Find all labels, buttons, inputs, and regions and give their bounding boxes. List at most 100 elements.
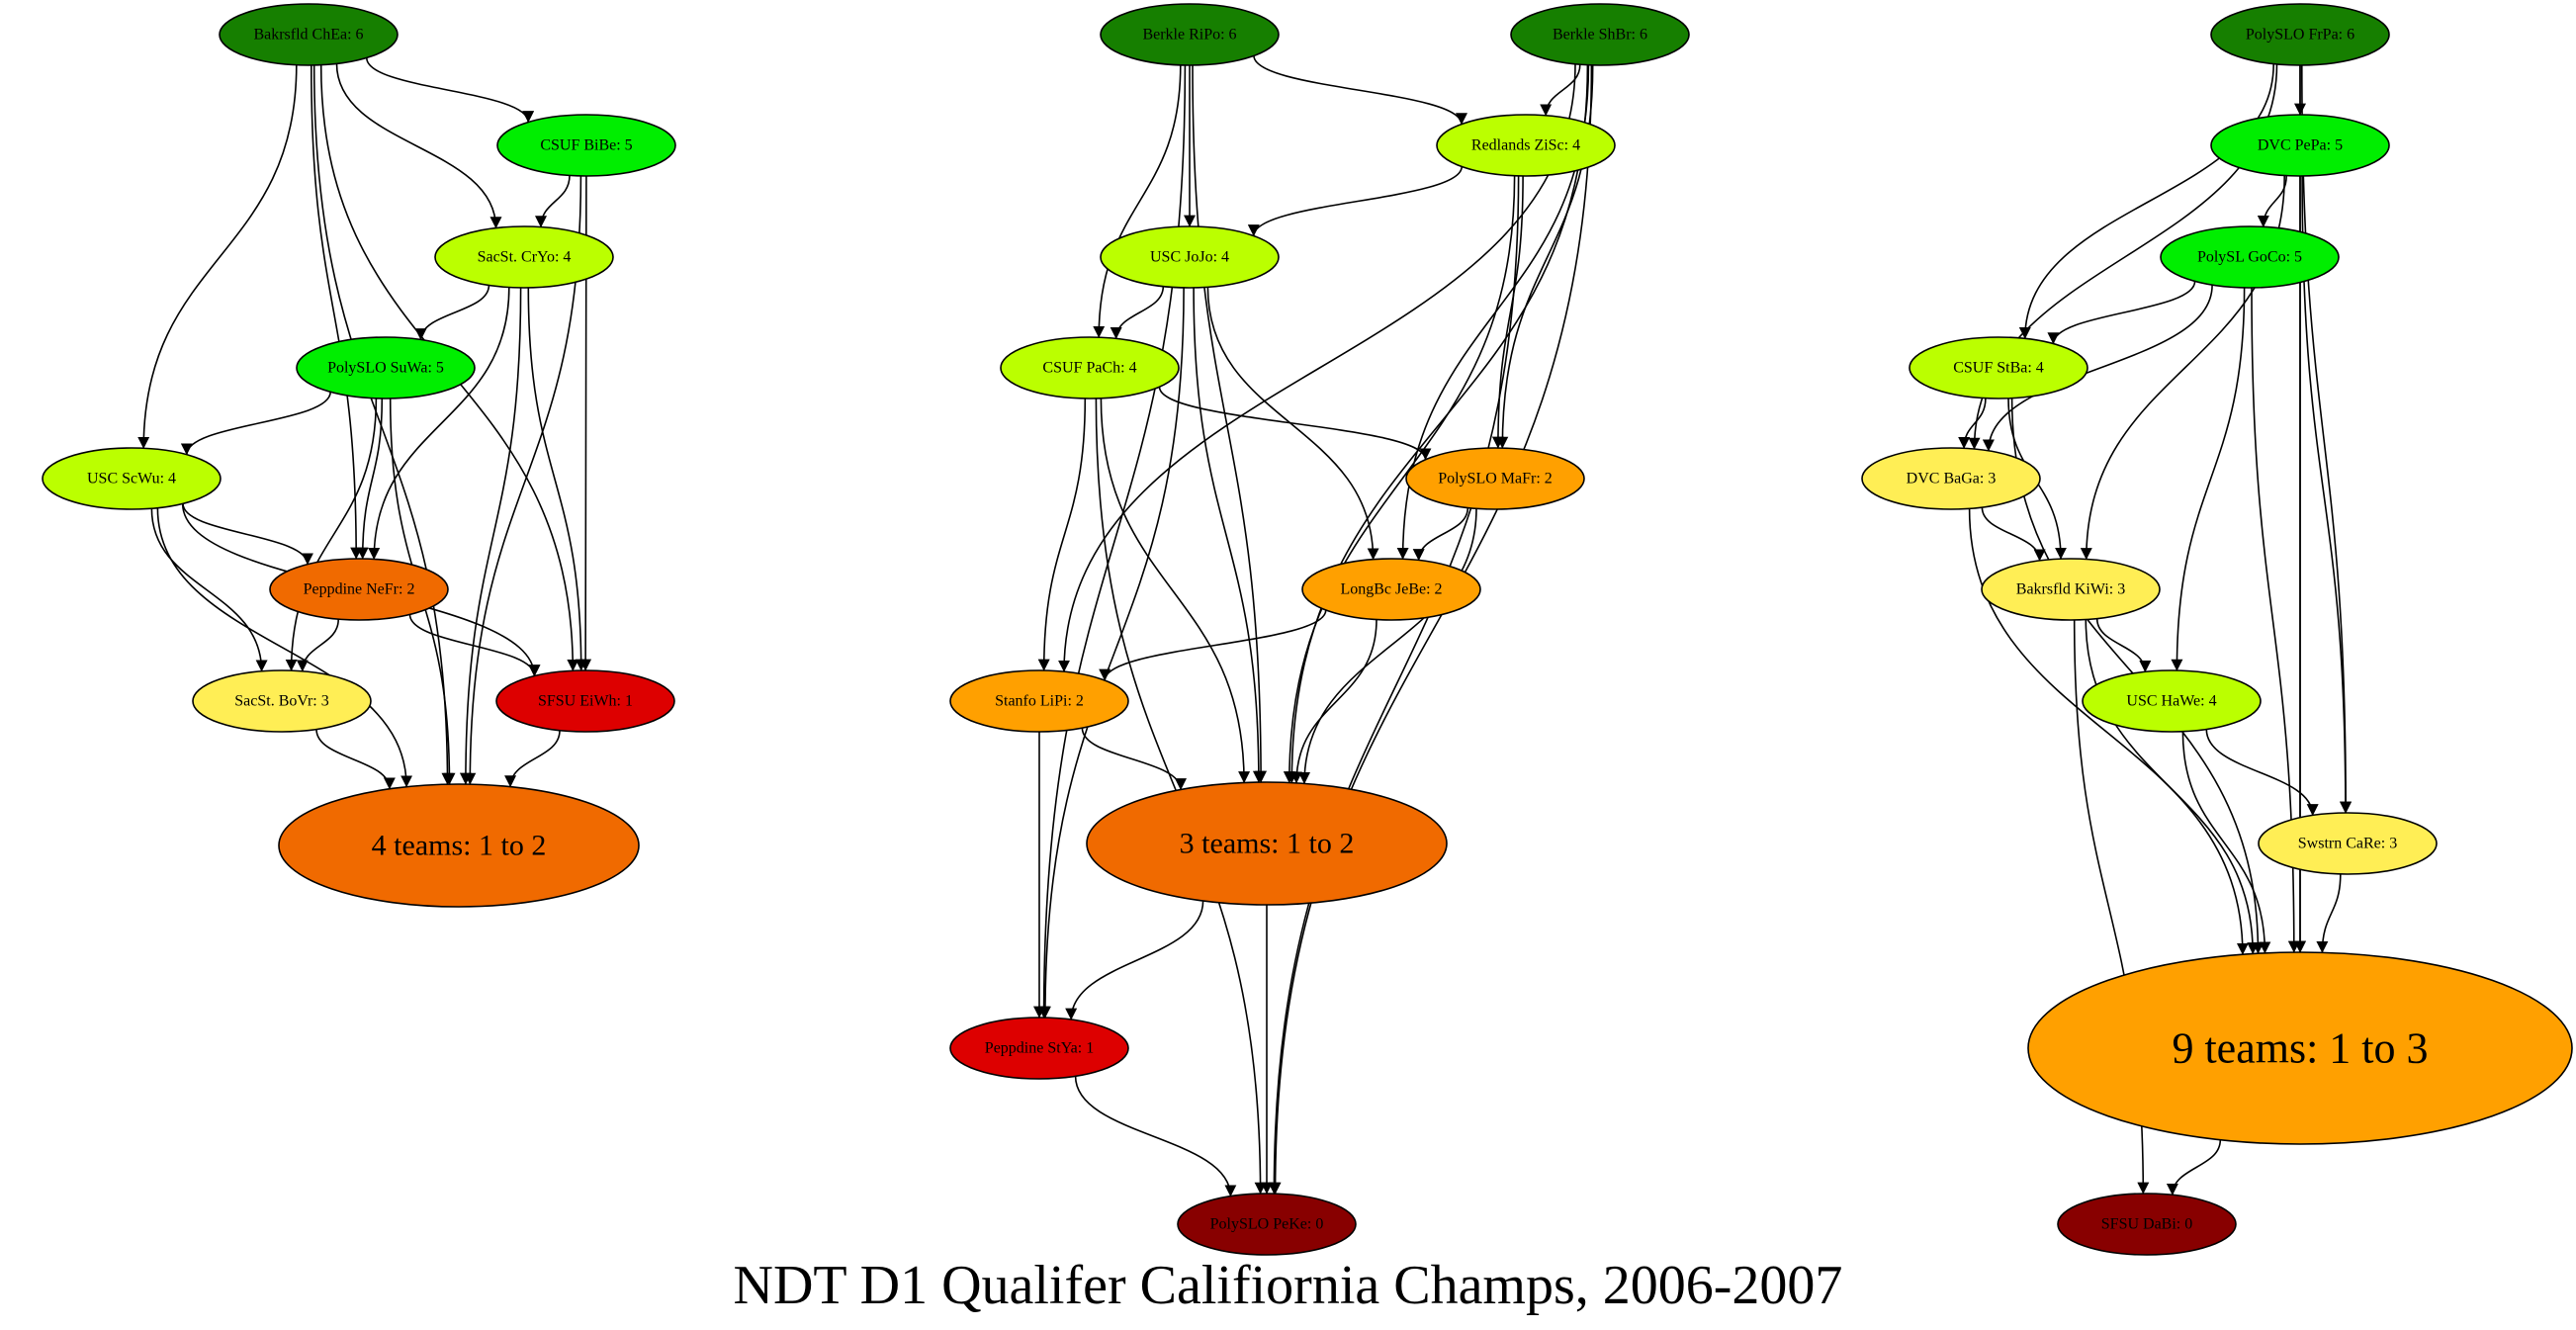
node-label-sfsu_eiwh: SFSU EiWh: 1 (538, 693, 633, 710)
node-label-redlands_zisc: Redlands ZiSc: 4 (1471, 137, 1580, 154)
edge-csuf_bibe-to-four_teams (464, 175, 582, 785)
node-ellipse-four_teams (278, 783, 640, 908)
node-nine_teams: 9 teams: 1 to 3 (2027, 951, 2573, 1145)
node-label-csuf_pach: CSUF PaCh: 4 (1042, 360, 1136, 377)
node-ellipse-berkle_shbr (1510, 3, 1690, 66)
node-peppdine_stya: Peppdine StYa: 1 (949, 1017, 1129, 1080)
node-ellipse-csuf_stba (1909, 336, 2088, 399)
edge-csuf_stba-to-dvc_baga (1958, 398, 1987, 449)
edge-polyslo_frpa-to-swstrn_care (2301, 64, 2353, 814)
edge-usc_scwu-to-peppdine_nefr (182, 503, 313, 566)
edge-bakrsfld_chea-to-csuf_bibe (366, 57, 535, 124)
node-ellipse-sfsu_eiwh (495, 669, 675, 733)
node-ellipse-berkle_ripo (1100, 3, 1280, 66)
edge-peppdine_stya-to-polyslo_peke (1074, 1076, 1237, 1197)
edge-swstrn_care-to-nine_teams (2316, 873, 2342, 953)
node-bakrsfld_chea: Bakrsfld ChEa: 6 (219, 3, 399, 66)
node-csuf_stba: CSUF StBa: 4 (1909, 336, 2088, 399)
edge-polyslo_mafr-to-longbc_jebe (1412, 507, 1469, 562)
node-label-dvc_baga: DVC BaGa: 3 (1907, 471, 1997, 488)
node-label-csuf_bibe: CSUF BiBe: 5 (540, 137, 632, 154)
node-label-bakrsfld_kiwi: Bakrsfld KiWi: 3 (2016, 581, 2125, 598)
edge-csuf_pach-to-stanfo_lipi (1037, 398, 1087, 671)
node-label-polyslo_peke: PolySLO PeKe: 0 (1210, 1216, 1324, 1233)
node-ellipse-bakrsfld_kiwi (1981, 558, 2161, 621)
node-peppdine_nefr: Peppdine NeFr: 2 (269, 558, 449, 621)
node-four_teams: 4 teams: 1 to 2 (278, 783, 640, 908)
node-polyslo_mafr: PolySLO MaFr: 2 (1405, 447, 1585, 510)
node-polysl_goco: PolySL GoCo: 5 (2160, 225, 2340, 289)
nodes-layer: Bakrsfld ChEa: 6 CSUF BiBe: 5 SacSt. CrYo:… (42, 3, 2573, 1256)
node-berkle_shbr: Berkle ShBr: 6 (1510, 3, 1690, 66)
edge-polysl_goco-to-dvc_baga (1982, 285, 2213, 452)
node-dvc_pepa: DVC PePa: 5 (2210, 114, 2390, 177)
edge-polyslo_suwa-to-sacst_bovr (285, 398, 378, 671)
node-ellipse-csuf_bibe (496, 114, 676, 177)
node-label-sacst_cryo: SacSt. CrYo: 4 (478, 249, 572, 266)
edge-polyslo_suwa-to-usc_scwu (180, 392, 331, 456)
node-sacst_bovr: SacSt. BoVr: 3 (192, 669, 372, 733)
edge-sacst_cryo-to-four_teams (459, 287, 522, 785)
node-label-nine_teams: 9 teams: 1 to 3 (2172, 1024, 2428, 1073)
node-label-usc_scwu: USC ScWu: 4 (87, 471, 176, 488)
edge-usc_jojo-to-csuf_pach (1110, 286, 1165, 339)
node-ellipse-usc_scwu (42, 447, 222, 510)
node-ellipse-polyslo_peke (1177, 1193, 1357, 1256)
node-usc_scwu: USC ScWu: 4 (42, 447, 222, 510)
node-label-three_teams: 3 teams: 1 to 2 (1180, 828, 1355, 860)
node-sacst_cryo: SacSt. CrYo: 4 (434, 225, 614, 289)
edge-usc_hawe-to-nine_teams (2181, 731, 2271, 954)
edge-csuf_pach-to-polyslo_mafr (1158, 387, 1432, 461)
node-ellipse-peppdine_stya (949, 1017, 1129, 1080)
node-ellipse-polyslo_frpa (2210, 3, 2390, 66)
node-label-longbc_jebe: LongBc JeBe: 2 (1340, 581, 1442, 598)
node-ellipse-dvc_baga (1861, 447, 2041, 510)
node-label-csuf_stba: CSUF StBa: 4 (1953, 360, 2044, 377)
node-usc_hawe: USC HaWe: 4 (2082, 669, 2262, 733)
node-longbc_jebe: LongBc JeBe: 2 (1301, 558, 1481, 621)
edge-bakrsfld_kiwi-to-nine_teams (2085, 619, 2260, 955)
node-label-four_teams: 4 teams: 1 to 2 (372, 830, 547, 862)
edge-usc_jojo-to-peppdine_stya (1038, 287, 1185, 1019)
edge-redlands_zisc-to-usc_jojo (1247, 166, 1463, 237)
edge-csuf_bibe-to-sacst_cryo (535, 175, 571, 228)
diagram-title: NDT D1 Qualifer Califiornia Champs, 2006… (733, 1255, 1843, 1316)
edge-bakrsfld_chea-to-peppdine_nefr (311, 64, 363, 560)
node-label-stanfo_lipi: Stanfo LiPi: 2 (995, 693, 1084, 710)
node-ellipse-csuf_pach (1000, 336, 1180, 399)
edge-polysl_goco-to-usc_hawe (2171, 287, 2246, 671)
node-label-sacst_bovr: SacSt. BoVr: 3 (234, 693, 328, 710)
node-ellipse-swstrn_care (2258, 812, 2438, 875)
node-label-berkle_ripo: Berkle RiPo: 6 (1142, 27, 1236, 44)
node-ellipse-bakrsfld_chea (219, 3, 399, 66)
edge-berkle_ripo-to-three_teams (1192, 64, 1268, 783)
edge-polyslo_suwa-to-peppdine_nefr (356, 398, 384, 560)
node-ellipse-polyslo_suwa (296, 336, 476, 399)
edge-usc_hawe-to-swstrn_care (2205, 729, 2319, 817)
node-ellipse-redlands_zisc (1436, 114, 1616, 177)
node-polyslo_suwa: PolySLO SuWa: 5 (296, 336, 476, 399)
edges-layer (137, 55, 2353, 1197)
node-three_teams: 3 teams: 1 to 2 (1086, 781, 1448, 906)
node-label-usc_hawe: USC HaWe: 4 (2126, 693, 2216, 710)
edge-stanfo_lipi-to-three_teams (1081, 728, 1187, 791)
node-ellipse-dvc_pepa (2210, 114, 2390, 177)
edge-sacst_cryo-to-peppdine_nefr (368, 287, 510, 560)
edge-dvc_pepa-to-swstrn_care (2301, 175, 2352, 814)
edge-sacst_cryo-to-sfsu_eiwh (527, 287, 587, 671)
node-label-swstrn_care: Swstrn CaRe: 3 (2298, 836, 2397, 852)
node-ellipse-longbc_jebe (1301, 558, 1481, 621)
node-ellipse-nine_teams (2027, 951, 2573, 1145)
edge-redlands_zisc-to-polyslo_mafr (1491, 175, 1524, 449)
node-stanfo_lipi: Stanfo LiPi: 2 (949, 669, 1129, 733)
node-redlands_zisc: Redlands ZiSc: 4 (1436, 114, 1616, 177)
edge-redlands_zisc-to-three_teams (1283, 175, 1516, 784)
edge-berkle_ripo-to-csuf_pach (1093, 64, 1182, 338)
node-label-peppdine_nefr: Peppdine NeFr: 2 (304, 581, 415, 598)
edge-berkle_ripo-to-redlands_zisc (1253, 55, 1467, 126)
edge-polysl_goco-to-csuf_stba (2047, 281, 2196, 345)
node-ellipse-stanfo_lipi (949, 669, 1129, 733)
edge-dvc_pepa-to-polysl_goco (2257, 175, 2287, 227)
node-label-peppdine_stya: Peppdine StYa: 1 (985, 1040, 1094, 1057)
